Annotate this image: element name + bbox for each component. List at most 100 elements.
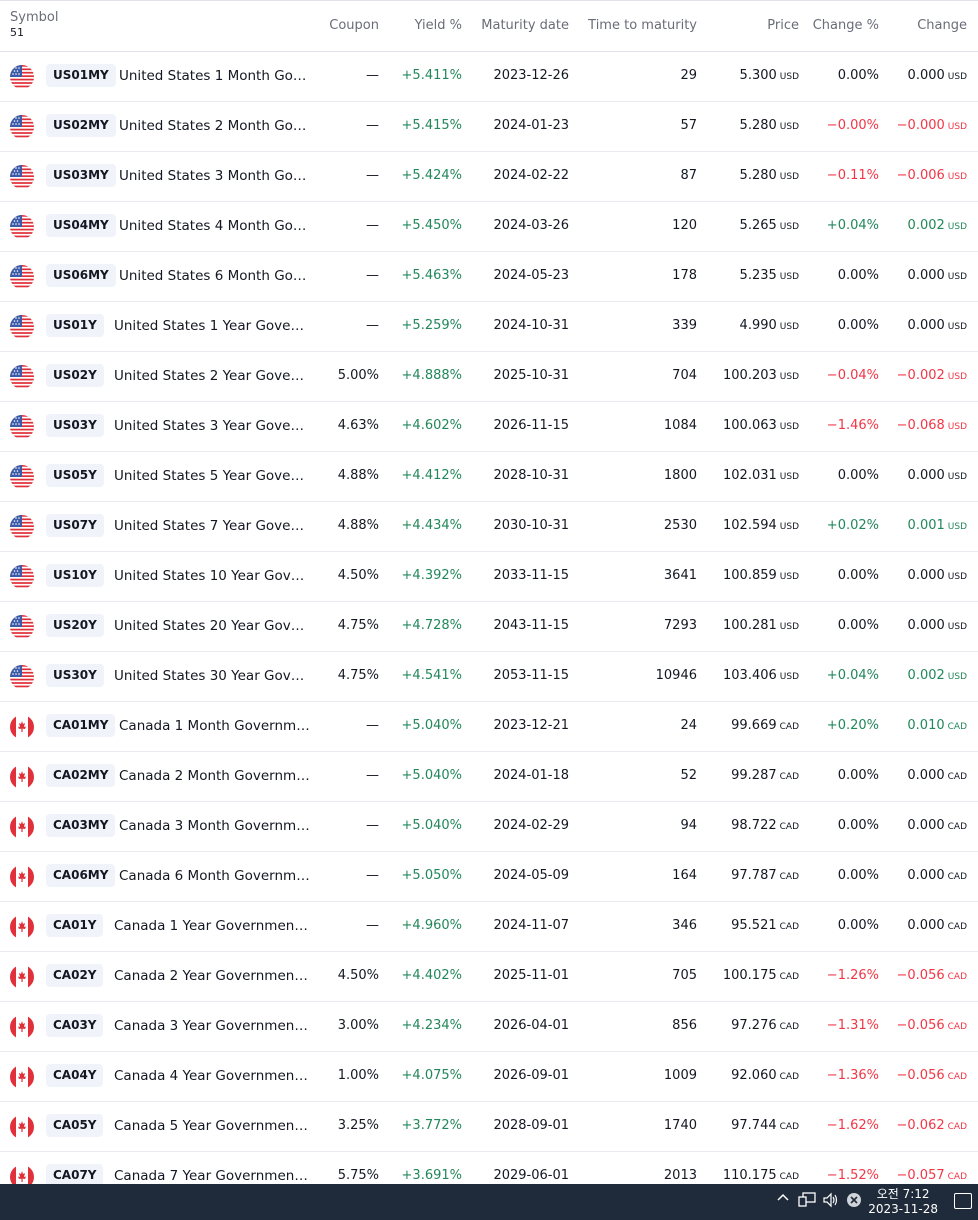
symbol-badge[interactable]: CA07Y xyxy=(46,1164,104,1187)
coupon-value: 4.75% xyxy=(337,668,379,683)
bond-name[interactable]: United States 2 Month Gover… xyxy=(119,118,314,134)
table-row[interactable]: CA02MY Canada 2 Month Government… — +5.040%… xyxy=(0,752,978,802)
symbol-badge[interactable]: US05Y xyxy=(46,464,104,487)
bond-name[interactable]: United States 30 Year Govern… xyxy=(114,668,309,684)
symbol-badge[interactable]: CA01Y xyxy=(46,914,104,937)
bond-name[interactable]: United States 4 Month Gover… xyxy=(119,218,314,234)
bond-name[interactable]: United States 3 Month Gover… xyxy=(119,168,314,184)
bond-name[interactable]: Canada 1 Year Government B… xyxy=(114,918,309,934)
chevron-up-icon[interactable] xyxy=(776,1191,790,1209)
table-row[interactable]: CA05Y Canada 5 Year Government B… 3.25% +3.… xyxy=(0,1102,978,1152)
table-row[interactable]: CA03MY Canada 3 Month Government… — +5.040%… xyxy=(0,802,978,852)
table-row[interactable]: CA01Y Canada 1 Year Government B… — +4.960%… xyxy=(0,902,978,952)
notification-icon[interactable] xyxy=(954,1193,972,1209)
bond-name[interactable]: United States 3 Year Govern… xyxy=(114,418,309,434)
table-row[interactable]: CA02Y Canada 2 Year Government B… 4.50% +4.… xyxy=(0,952,978,1002)
table-row[interactable]: CA01MY Canada 1 Month Government… — +5.040%… xyxy=(0,702,978,752)
symbol-badge[interactable]: CA02Y xyxy=(46,964,104,987)
bond-name[interactable]: United States 7 Year Govern… xyxy=(114,518,309,534)
table-row[interactable]: US01Y United States 1 Year Govern… — +5.259… xyxy=(0,302,978,352)
symbol-badge[interactable]: CA02MY xyxy=(46,764,116,787)
symbol-badge[interactable]: US30Y xyxy=(46,664,104,687)
symbol-badge[interactable]: CA05Y xyxy=(46,1114,104,1137)
time-to-maturity: 24 xyxy=(680,718,697,733)
symbol-badge[interactable]: US01MY xyxy=(46,64,116,87)
clock-date: 2023-11-28 xyxy=(868,1202,938,1216)
symbol-badge[interactable]: US01Y xyxy=(46,314,104,337)
maturity-date: 2029-06-01 xyxy=(493,1168,569,1183)
table-row[interactable]: US01MY United States 1 Month Gover… — +5.41… xyxy=(0,52,978,102)
bond-name[interactable]: Canada 3 Year Government B… xyxy=(114,1018,309,1034)
change-cell: 0.000 USD xyxy=(908,268,967,283)
symbol-badge[interactable]: US02Y xyxy=(46,364,104,387)
change-currency: USD xyxy=(947,622,967,632)
bond-name[interactable]: Canada 4 Year Government B… xyxy=(114,1068,309,1084)
symbol-badge[interactable]: US03Y xyxy=(46,414,104,437)
us-flag-icon xyxy=(10,515,34,539)
table-row[interactable]: US05Y United States 5 Year Govern… 4.88% +4… xyxy=(0,452,978,502)
bond-name[interactable]: Canada 3 Month Government… xyxy=(119,818,314,834)
bond-name[interactable]: United States 5 Year Govern… xyxy=(114,468,309,484)
bond-name[interactable]: United States 10 Year Govern… xyxy=(114,568,309,584)
col-symbol[interactable]: Symbol xyxy=(10,10,59,25)
network-icon[interactable] xyxy=(798,1192,816,1212)
symbol-badge[interactable]: CA03MY xyxy=(46,814,116,837)
bond-name[interactable]: United States 20 Year Govern… xyxy=(114,618,309,634)
bond-name[interactable]: Canada 6 Month Government… xyxy=(119,868,314,884)
symbol-badge[interactable]: US20Y xyxy=(46,614,104,637)
yield-value: +5.040% xyxy=(401,768,462,783)
time-to-maturity: 2530 xyxy=(663,518,697,533)
change-cell: −0.068 USD xyxy=(897,418,967,433)
col-price[interactable]: Price xyxy=(767,18,799,33)
col-change[interactable]: Change xyxy=(917,18,967,33)
bond-name[interactable]: United States 1 Month Gover… xyxy=(119,68,314,84)
col-yield[interactable]: Yield % xyxy=(414,18,462,33)
system-clock[interactable]: 오전 7:12 2023-11-28 xyxy=(868,1187,938,1217)
table-row[interactable]: US20Y United States 20 Year Govern… 4.75% +… xyxy=(0,602,978,652)
maturity-date: 2026-11-15 xyxy=(493,418,569,433)
col-coupon[interactable]: Coupon xyxy=(329,18,379,33)
col-time-to-maturity[interactable]: Time to maturity xyxy=(588,18,697,33)
bond-name[interactable]: United States 1 Year Govern… xyxy=(114,318,309,334)
table-row[interactable]: CA03Y Canada 3 Year Government B… 3.00% +4.… xyxy=(0,1002,978,1052)
table-row[interactable]: US30Y United States 30 Year Govern… 4.75% +… xyxy=(0,652,978,702)
volume-icon[interactable] xyxy=(822,1192,840,1212)
table-row[interactable]: CA06MY Canada 6 Month Government… — +5.050%… xyxy=(0,852,978,902)
bond-name[interactable]: Canada 2 Year Government B… xyxy=(114,968,309,984)
table-row[interactable]: US06MY United States 6 Month Gover… — +5.46… xyxy=(0,252,978,302)
symbol-badge[interactable]: US07Y xyxy=(46,514,104,537)
symbol-badge[interactable]: US10Y xyxy=(46,564,104,587)
bond-name[interactable]: Canada 5 Year Government B… xyxy=(114,1118,309,1134)
symbol-badge[interactable]: US04MY xyxy=(46,214,116,237)
symbol-badge[interactable]: CA01MY xyxy=(46,714,116,737)
bond-name[interactable]: United States 6 Month Gover… xyxy=(119,268,314,284)
table-row[interactable]: CA04Y Canada 4 Year Government B… 1.00% +4.… xyxy=(0,1052,978,1102)
symbol-badge[interactable]: US03MY xyxy=(46,164,116,187)
table-row[interactable]: US04MY United States 4 Month Gover… — +5.45… xyxy=(0,202,978,252)
change-currency: USD xyxy=(947,172,967,182)
change-value: 0.010 xyxy=(907,718,945,733)
change-currency: USD xyxy=(947,122,967,132)
close-circle-icon[interactable] xyxy=(846,1192,862,1212)
table-row[interactable]: US02Y United States 2 Year Govern… 5.00% +4… xyxy=(0,352,978,402)
table-row[interactable]: US02MY United States 2 Month Gover… — +5.41… xyxy=(0,102,978,152)
table-row[interactable]: US07Y United States 7 Year Govern… 4.88% +4… xyxy=(0,502,978,552)
price-value: 5.280 xyxy=(739,168,777,183)
bond-name[interactable]: Canada 2 Month Government… xyxy=(119,768,314,784)
col-change-pct[interactable]: Change % xyxy=(812,18,879,33)
time-to-maturity: 10946 xyxy=(655,668,697,683)
table-row[interactable]: US10Y United States 10 Year Govern… 4.50% +… xyxy=(0,552,978,602)
bond-name[interactable]: Canada 7 Year Government B… xyxy=(114,1168,309,1184)
symbol-badge[interactable]: CA04Y xyxy=(46,1064,104,1087)
bond-name[interactable]: Canada 1 Month Government… xyxy=(119,718,314,734)
col-maturity[interactable]: Maturity date xyxy=(481,18,569,33)
symbol-badge[interactable]: CA03Y xyxy=(46,1014,104,1037)
table-row[interactable]: US03Y United States 3 Year Govern… 4.63% +4… xyxy=(0,402,978,452)
bond-name[interactable]: United States 2 Year Govern… xyxy=(114,368,309,384)
us-flag-icon xyxy=(10,415,34,439)
table-row[interactable]: US03MY United States 3 Month Gover… — +5.42… xyxy=(0,152,978,202)
symbol-badge[interactable]: US02MY xyxy=(46,114,116,137)
symbol-badge[interactable]: US06MY xyxy=(46,264,116,287)
yield-value: +4.412% xyxy=(401,468,462,483)
symbol-badge[interactable]: CA06MY xyxy=(46,864,116,887)
